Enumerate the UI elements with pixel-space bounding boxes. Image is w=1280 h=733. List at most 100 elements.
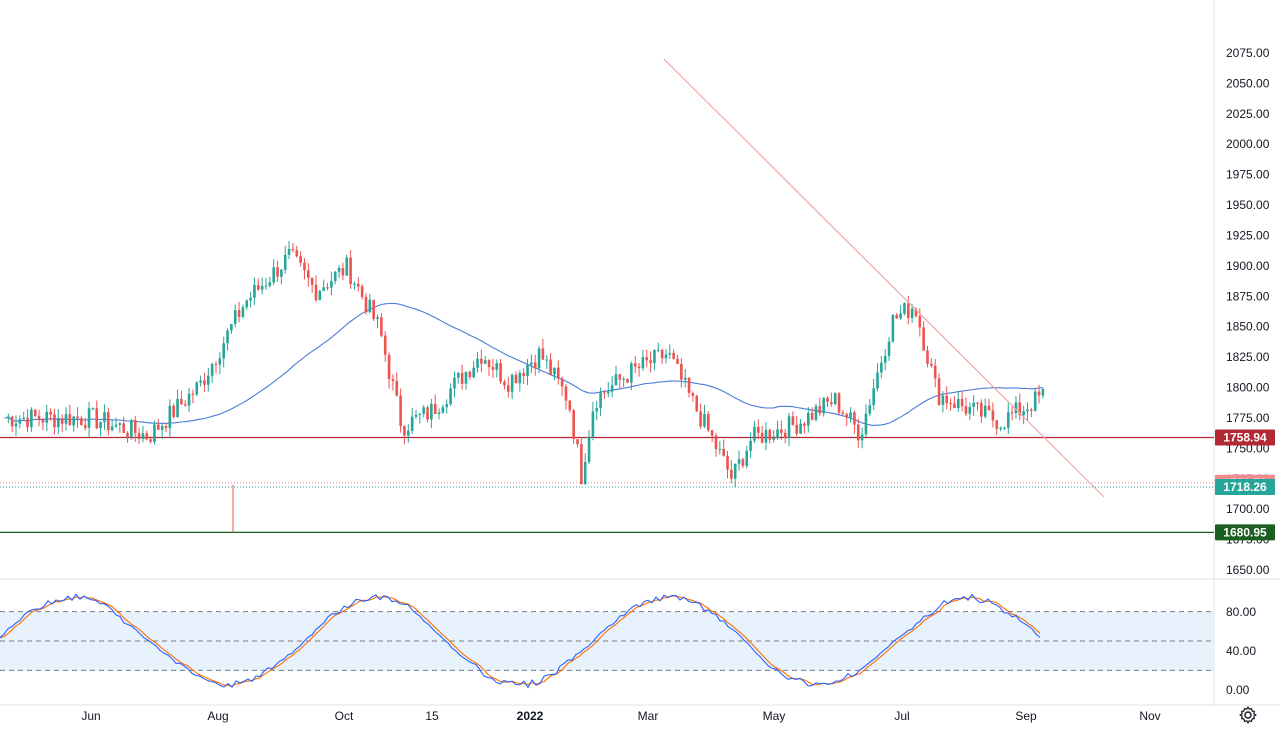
candle-down <box>341 267 345 276</box>
candle-up <box>330 280 333 288</box>
candle-down <box>676 358 679 364</box>
candle-down <box>149 439 152 442</box>
candle-up <box>653 350 656 364</box>
candle-up <box>822 397 825 414</box>
candle-down <box>237 310 241 317</box>
candle-up <box>664 354 668 359</box>
candle-down <box>295 250 299 257</box>
candle-up <box>595 408 599 412</box>
candle-down <box>960 398 964 407</box>
candle-down <box>68 414 72 426</box>
candle-up <box>210 363 214 376</box>
gear-icon[interactable] <box>1238 705 1258 725</box>
time-label: 15 <box>425 709 439 723</box>
candle-down <box>506 385 510 392</box>
horizontal-levels[interactable] <box>0 436 1214 533</box>
candle-down <box>895 314 899 319</box>
candle-down <box>618 374 622 380</box>
candle-down <box>853 412 856 425</box>
stochastic-tick-label: 80.00 <box>1226 605 1256 619</box>
candle-up <box>599 392 602 409</box>
candle-down <box>303 262 306 271</box>
candle-up <box>1003 427 1006 429</box>
candle-down <box>76 416 79 419</box>
candle-down <box>180 399 183 405</box>
candle-down <box>726 455 729 470</box>
candle-up <box>630 363 633 383</box>
candle-down <box>783 432 787 439</box>
candle-up <box>849 412 852 418</box>
candle-up <box>641 357 645 369</box>
candle-down <box>906 303 910 318</box>
candle-up <box>153 424 156 442</box>
candle-up <box>518 372 522 384</box>
candle-down <box>691 392 695 396</box>
candle-up <box>268 282 272 286</box>
candle-down <box>372 299 375 319</box>
downtrend-line[interactable] <box>663 58 1105 498</box>
candle-up <box>230 323 233 331</box>
candle-up <box>718 448 722 450</box>
candle-up <box>414 414 418 417</box>
candle-up <box>776 429 779 438</box>
candle-down <box>576 439 579 445</box>
candle-up <box>1026 409 1029 412</box>
candle-up <box>683 377 687 380</box>
candle-up <box>891 314 895 342</box>
candle-down <box>49 411 52 415</box>
moving-average-layer <box>4 302 1043 426</box>
time-label: Mar <box>638 709 659 723</box>
candle-down <box>291 248 295 251</box>
candle-up <box>287 248 291 255</box>
price-tick-label: 1925.00 <box>1226 228 1270 242</box>
candle-up <box>187 393 191 406</box>
candle-up <box>883 355 887 363</box>
candle-down <box>933 365 937 379</box>
candle-up <box>526 364 529 377</box>
candle-up <box>410 416 414 431</box>
trendline-layer[interactable] <box>663 58 1105 498</box>
candle-down <box>687 377 691 393</box>
candle-down <box>572 410 575 440</box>
candle-down <box>672 352 675 359</box>
candle-down <box>953 403 956 409</box>
candle-up <box>787 416 791 439</box>
candle-down <box>360 286 364 297</box>
candle-up <box>745 450 749 466</box>
candle-down <box>356 283 360 287</box>
candle-down <box>633 363 637 367</box>
candle-down <box>714 435 718 449</box>
candle-down <box>826 397 829 402</box>
time-label: Oct <box>335 709 354 723</box>
candle-down <box>710 430 714 436</box>
candle-up <box>283 254 287 270</box>
candle-up <box>103 412 106 423</box>
resistance-price-tag-label: 1758.94 <box>1223 430 1267 444</box>
candle-down <box>964 406 968 414</box>
candle-up <box>983 405 987 417</box>
candle-down <box>26 417 29 428</box>
candle-down <box>980 402 983 417</box>
price-tick-label: 1900.00 <box>1226 259 1270 273</box>
candle-up <box>591 411 595 437</box>
candle-up <box>833 393 837 405</box>
candles-layer <box>7 240 1045 533</box>
candle-down <box>818 406 822 414</box>
candle-down <box>930 363 933 366</box>
candle-down <box>699 411 702 427</box>
candle-up <box>956 398 960 409</box>
candle-down <box>214 363 218 365</box>
candle-down <box>637 366 641 369</box>
candle-up <box>22 417 25 420</box>
candle-down <box>137 433 141 440</box>
support-price-tag-bg <box>1215 524 1275 541</box>
candle-down <box>1030 409 1033 411</box>
candle-up <box>968 406 972 414</box>
candle-down <box>991 410 995 421</box>
candle-up <box>910 308 914 318</box>
candle-up <box>941 395 945 405</box>
candle-down <box>603 392 606 394</box>
